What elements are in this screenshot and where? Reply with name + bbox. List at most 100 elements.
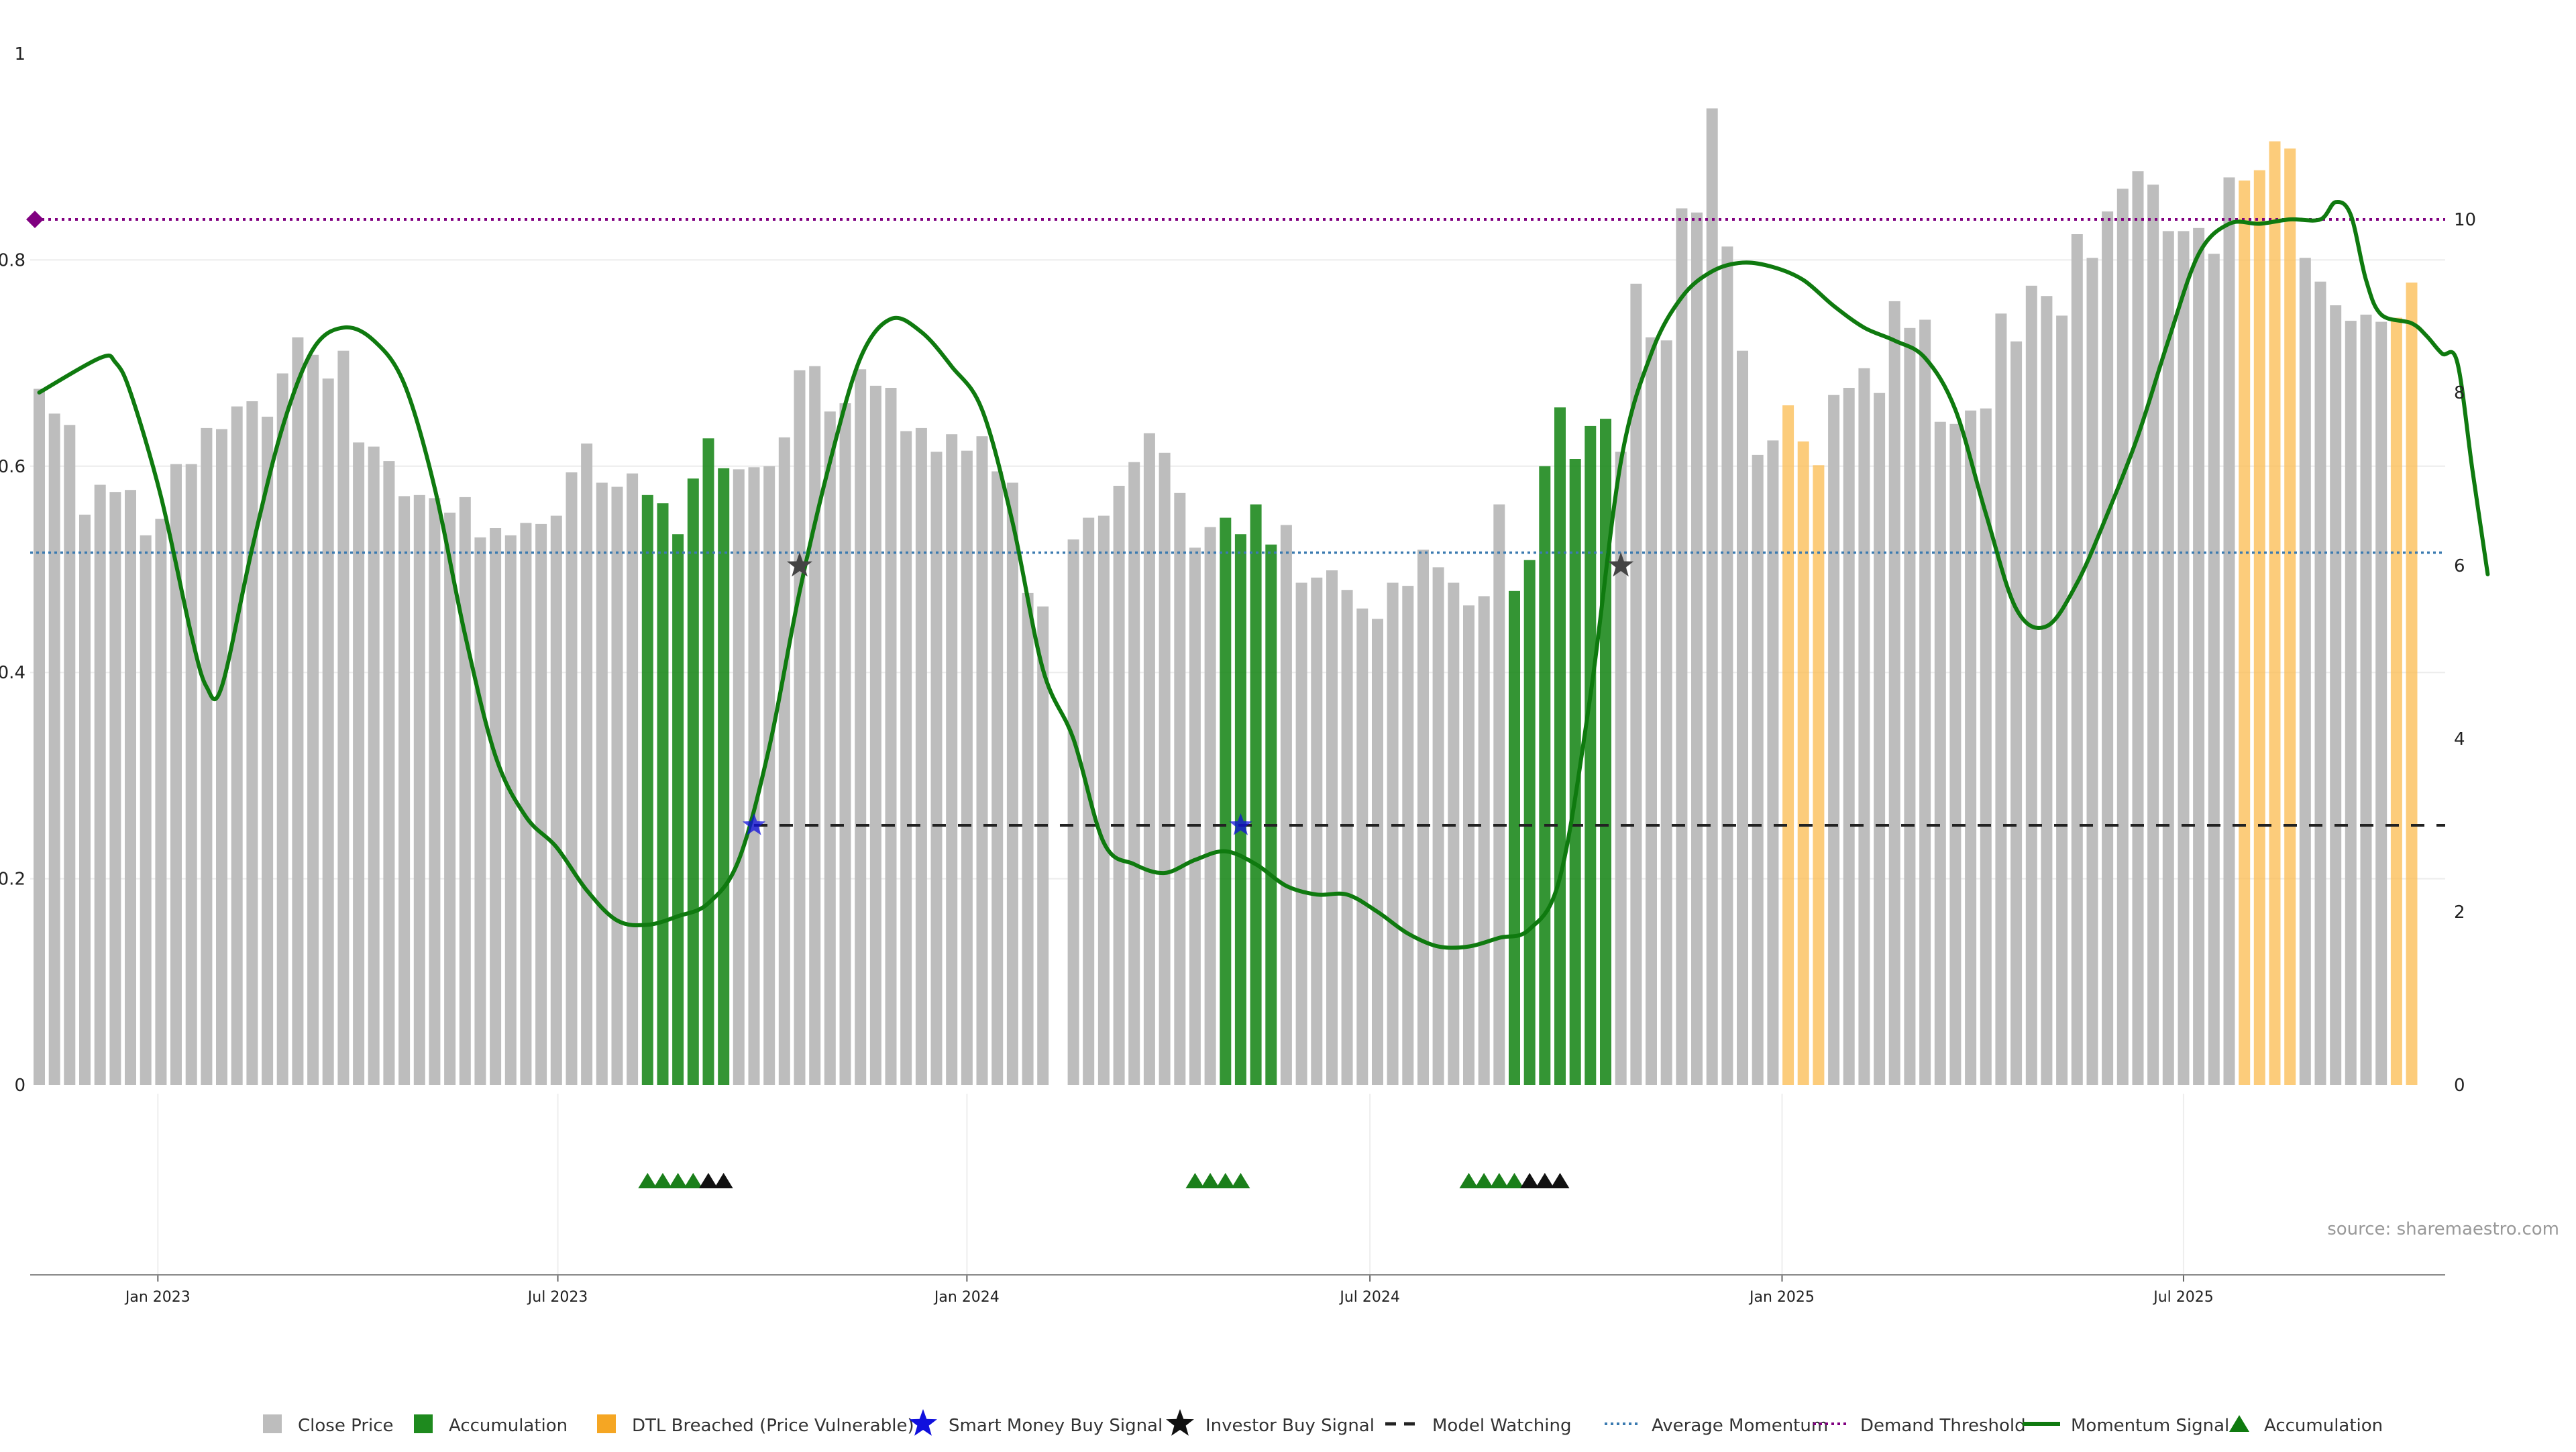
close-price-bar (1493, 504, 1505, 1085)
y-right-tick-label: 4 (2454, 729, 2465, 749)
legend-label: Average Momentum (1652, 1416, 1828, 1436)
close-price-bar (2345, 321, 2357, 1086)
accumulation-triangle (1520, 1173, 1540, 1188)
accumulation-triangle (1201, 1173, 1220, 1188)
close-price-bar (1630, 283, 1642, 1085)
close-price-bar (2010, 341, 2023, 1085)
y-left-tick-label: 0.2 (0, 870, 25, 890)
close-price-bar (504, 535, 517, 1085)
close-price-bar (368, 446, 380, 1085)
accumulation-triangle (684, 1173, 703, 1188)
legend-star-icon (909, 1409, 937, 1436)
close-price-bar (1037, 606, 1049, 1085)
close-price-bar (809, 366, 821, 1086)
close-price-bar (824, 411, 836, 1085)
close-price-bar (170, 464, 182, 1085)
legend-label: DTL Breached (Price Vulnerable) (632, 1416, 914, 1436)
close-price-bar (1843, 388, 1855, 1085)
signal-markers (742, 552, 1634, 835)
y-left-tick-label: 0.6 (0, 457, 25, 477)
y-left-tick-label: 0.8 (0, 250, 25, 270)
close-price-bar (1888, 301, 1900, 1085)
x-tick-label: Jan 2023 (124, 1289, 191, 1306)
investor-buy-star (787, 552, 812, 577)
close-price-bar (1006, 482, 1018, 1085)
accumulation-triangle (1535, 1173, 1554, 1188)
dtl-breached-bar (1813, 465, 1825, 1085)
close-price-bar (1387, 582, 1399, 1085)
demand-threshold-marker (26, 211, 44, 228)
close-price-bar (216, 429, 227, 1085)
close-price-bar (231, 406, 243, 1085)
legend-label: Model Watching (1432, 1416, 1571, 1436)
accumulation-bar (1234, 534, 1246, 1085)
close-price-bar (581, 444, 593, 1085)
legend-item: Demand Threshold (1813, 1416, 2026, 1436)
dtl-breached-bar (1782, 405, 1794, 1085)
source-label: source: sharemaestro.com (2327, 1219, 2559, 1239)
close-price-bar (322, 378, 334, 1086)
close-price-bar (839, 403, 851, 1085)
accumulation-bar (1509, 590, 1520, 1085)
accumulation-bar (1220, 517, 1232, 1085)
accumulation-triangle (698, 1173, 718, 1188)
close-price-bar (1904, 327, 1916, 1085)
close-price-bar (2375, 321, 2387, 1086)
close-price-bar (885, 388, 897, 1085)
close-price-bar (1341, 590, 1353, 1085)
close-price-bar (748, 467, 760, 1085)
dtl-breached-bar (1797, 441, 1809, 1085)
close-price-bar (900, 431, 912, 1085)
accumulation-bar (1539, 466, 1551, 1085)
legend-item: Smart Money Buy Signal (909, 1409, 1163, 1436)
x-tick-label: Jul 2024 (1338, 1289, 1400, 1306)
accumulation-triangle (1231, 1173, 1250, 1188)
smart-money-buy-star (1229, 813, 1252, 835)
close-price-bar (1752, 454, 1764, 1085)
close-price-bar (1280, 525, 1292, 1085)
y-right-tick-label: 10 (2454, 210, 2476, 230)
legend-item: Momentum Signal (2023, 1416, 2229, 1436)
close-price-bar (1919, 319, 1931, 1085)
close-price-bar (535, 523, 547, 1085)
close-price-bar (1356, 608, 1368, 1085)
close-price-bar (383, 461, 395, 1085)
legend-item: DTL Breached (Price Vulnerable) (597, 1414, 914, 1436)
close-price-bar (1204, 527, 1216, 1085)
reference-lines (26, 211, 2445, 827)
dtl-breached-bar (2406, 282, 2418, 1086)
accumulation-bar (1523, 560, 1536, 1085)
investor-buy-star (1608, 552, 1634, 577)
legend-item: Close Price (263, 1414, 394, 1436)
accumulation-bar (702, 438, 714, 1085)
close-price-bar (2299, 258, 2311, 1085)
close-price-bar (1448, 582, 1460, 1085)
y-right-tick-label: 6 (2454, 556, 2465, 576)
legend-swatch (263, 1414, 282, 1433)
close-price-bar (2116, 189, 2129, 1085)
close-price-bar (733, 469, 745, 1085)
close-price-bar (474, 537, 486, 1085)
accumulation-triangle (1550, 1173, 1570, 1188)
smart-money-buy-star (742, 813, 766, 835)
close-price-bar (353, 442, 365, 1085)
close-price-bar (1067, 539, 1079, 1085)
legend-label: Smart Money Buy Signal (949, 1416, 1163, 1436)
dtl-breached-bar (2269, 141, 2281, 1086)
legend-item: Average Momentum (1605, 1416, 1828, 1436)
legend-label: Accumulation (449, 1416, 568, 1436)
close-price-bar (2178, 231, 2190, 1085)
legend-item: Accumulation (2229, 1415, 2383, 1436)
close-price-bar (1934, 421, 1946, 1085)
dtl-breached-bar (2253, 170, 2265, 1086)
accumulation-bar (1265, 544, 1277, 1085)
accumulation-bar (657, 503, 669, 1085)
close-price-bar (413, 495, 425, 1085)
close-price-bar (855, 369, 867, 1085)
close-price-bar (337, 350, 350, 1086)
close-price-bar (1159, 452, 1171, 1085)
close-price-bar (429, 498, 441, 1085)
